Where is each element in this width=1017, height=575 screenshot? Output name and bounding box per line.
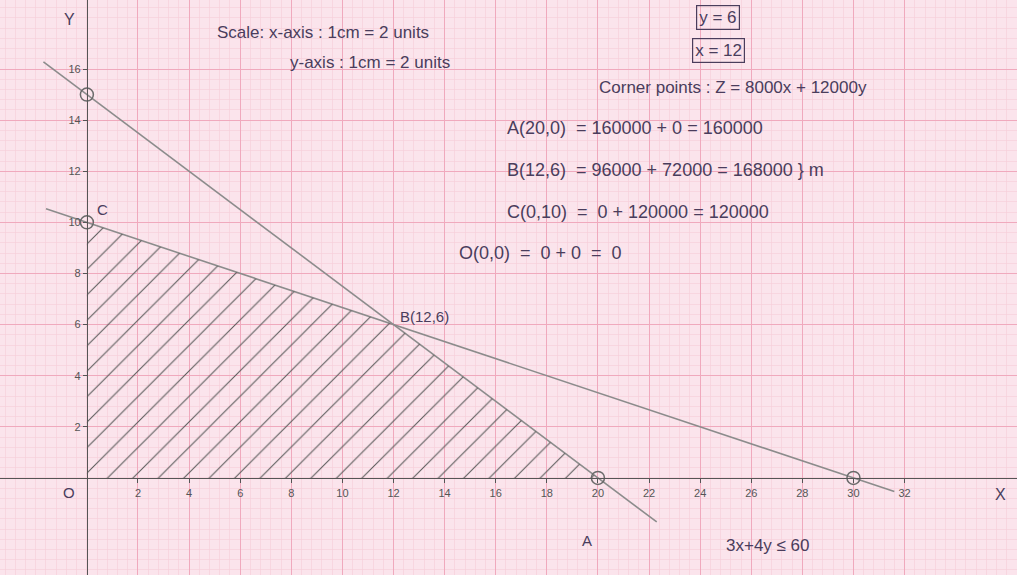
svg-text:X: X: [995, 486, 1006, 503]
svg-text:10: 10: [336, 487, 348, 499]
svg-text:12: 12: [387, 487, 399, 499]
svg-text:4: 4: [186, 487, 192, 499]
svg-text:3x+4y ≤ 60: 3x+4y ≤ 60: [726, 536, 810, 555]
svg-text:y = 6: y = 6: [699, 8, 736, 27]
svg-text:A(20,0) = 160000 + 0 = 160000: A(20,0) = 160000 + 0 = 160000: [507, 118, 763, 138]
svg-text:16: 16: [68, 63, 80, 75]
svg-text:A: A: [582, 532, 592, 549]
svg-text:16: 16: [490, 487, 502, 499]
svg-text:20: 20: [592, 487, 604, 499]
svg-text:30: 30: [847, 487, 859, 499]
svg-text:12: 12: [68, 165, 80, 177]
svg-text:14: 14: [438, 487, 450, 499]
svg-text:2: 2: [135, 487, 141, 499]
svg-text:B(12,6): B(12,6): [400, 308, 449, 325]
svg-text:C(0,10) = 0 + 120000 = 12000: C(0,10) = 0 + 120000 = 120000: [507, 202, 769, 222]
svg-text:6: 6: [237, 487, 243, 499]
svg-text:22: 22: [643, 487, 655, 499]
svg-text:O: O: [63, 484, 75, 501]
svg-text:y-axis : 1cm = 2 units: y-axis : 1cm = 2 units: [290, 53, 450, 72]
svg-text:10: 10: [68, 216, 80, 228]
svg-text:4: 4: [75, 370, 81, 382]
svg-text:14: 14: [68, 114, 80, 126]
svg-text:8: 8: [288, 487, 294, 499]
svg-text:O(0,0) = 0 + 0 = 0: O(0,0) = 0 + 0 = 0: [459, 243, 622, 263]
svg-text:x = 12: x = 12: [695, 41, 742, 60]
svg-text:8: 8: [75, 267, 81, 279]
svg-text:C: C: [97, 201, 108, 218]
svg-text:32: 32: [898, 487, 910, 499]
svg-text:B(12,6) = 96000 + 72000 = 168: B(12,6) = 96000 + 72000 = 168000 } m: [507, 160, 824, 180]
svg-text:26: 26: [745, 487, 757, 499]
svg-text:2: 2: [75, 421, 81, 433]
svg-text:Scale: x-axis : 1cm = 2 units: Scale: x-axis : 1cm = 2 units: [217, 23, 429, 42]
svg-text:18: 18: [541, 487, 553, 499]
svg-text:28: 28: [796, 487, 808, 499]
svg-text:24: 24: [694, 487, 706, 499]
svg-text:Y: Y: [64, 11, 75, 28]
svg-text:Corner points : Z = 8000x + 12: Corner points : Z = 8000x + 12000y: [599, 78, 867, 97]
svg-text:6: 6: [75, 318, 81, 330]
